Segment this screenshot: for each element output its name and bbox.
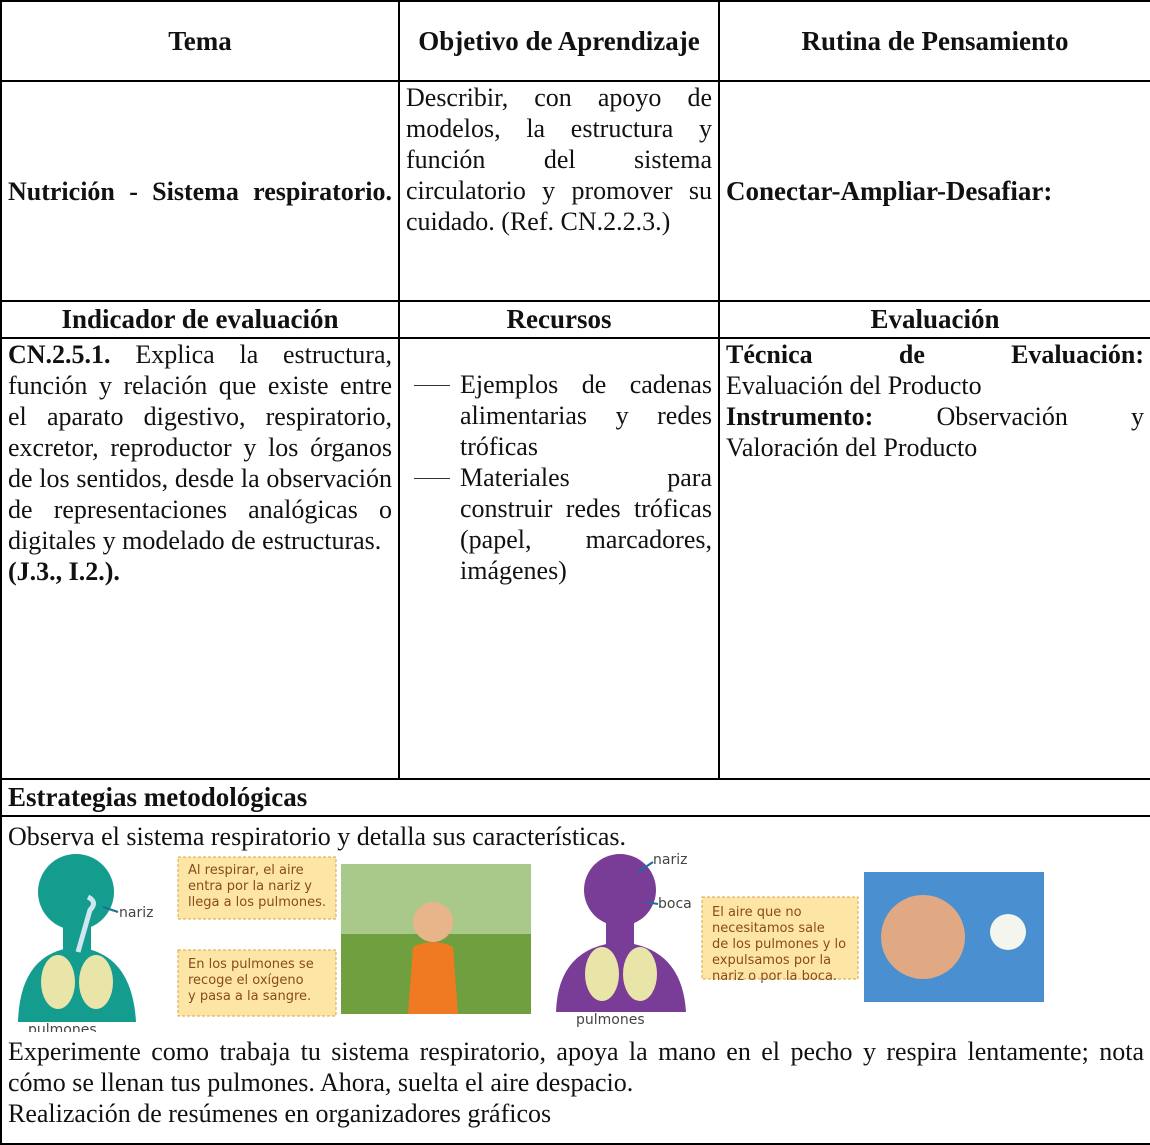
resource-text: Materiales para construir redes tróficas… (460, 463, 712, 585)
indicator-paragraph: CN.2.5.1. Explica la estructura, función… (8, 339, 392, 556)
resources: Ejemplos de cadenas alimentarias y redes… (398, 337, 720, 780)
photo-child (413, 902, 453, 942)
row: Nutrición - Sistema respiratorio. Descri… (0, 80, 1150, 302)
row: CN.2.5.1. Explica la estructura, función… (0, 337, 1150, 780)
routine-text: Conectar-Ampliar-Desafiar: (726, 175, 1053, 206)
figure-1: nariz pulmones Al respirar, el aire entra… (18, 854, 531, 1032)
caption-line: recoge el oxígeno (188, 973, 304, 988)
label: nariz (119, 905, 153, 921)
resource-item: Ejemplos de cadenas alimentarias y redes… (414, 369, 712, 462)
strategies: Observa el sistema respiratorio y detall… (0, 815, 1150, 1145)
pointer (645, 901, 659, 905)
pointer (637, 861, 654, 873)
label: pulmones (576, 1012, 645, 1028)
head (584, 854, 656, 926)
indicator: CN.2.5.1. Explica la estructura, función… (0, 337, 400, 780)
caption-line: y pasa a la sangre. (188, 989, 311, 1004)
photo-child (881, 895, 965, 979)
caption-line: entra por la nariz y (188, 879, 312, 894)
indicator-text: Explica la estructura, función y relació… (8, 340, 392, 555)
intro: Observa el sistema respiratorio y detall… (8, 822, 626, 851)
photo-dandelion (990, 914, 1026, 950)
pointer (102, 906, 119, 913)
bullet (414, 385, 450, 386)
header-cell: Evaluación (718, 300, 1150, 339)
figures: nariz pulmones Al respirar, el aire entra… (18, 852, 1044, 1032)
caption-line: El aire que no (712, 905, 802, 920)
header-cell: Indicador de evaluación (0, 300, 400, 339)
photo-shirt (408, 942, 458, 1014)
header-cell: Tema (0, 0, 400, 82)
caption-line: Al respirar, el aire (188, 863, 304, 878)
lung (41, 955, 75, 1009)
paragraph: Realización de resúmenes en organizadore… (8, 1099, 552, 1128)
label: boca (658, 896, 692, 912)
evaluation: Técnica de Evaluación: Evaluación del Pr… (718, 337, 1150, 780)
technique: Evaluación del Producto (726, 371, 982, 400)
label: Instrumento: (726, 402, 874, 431)
objective: Describir, con apoyo de modelos, la estr… (398, 80, 720, 302)
resource-item: Materiales para construir redes tróficas… (414, 462, 712, 586)
header-row: Tema Objetivo de Aprendizaje Rutina de P… (0, 0, 1150, 82)
caption-line: llega a los pulmones. (188, 895, 326, 910)
caption-box (177, 949, 337, 1017)
caption-line: necesitamos sale (712, 921, 825, 936)
caption: Al respirar, el aire entra por la nariz y… (188, 863, 326, 910)
caption-box (177, 856, 337, 920)
row: Estrategias metodológicas (0, 778, 1150, 817)
caption: En los pulmones se recoge el oxígeno y pas… (188, 957, 314, 1004)
lung (623, 947, 657, 1001)
strategies-title: Estrategias metodológicas (0, 778, 1150, 817)
resource-text: Ejemplos de cadenas alimentarias y redes… (460, 370, 712, 461)
airway (75, 894, 96, 953)
header-cell: Objetivo de Aprendizaje (398, 0, 720, 82)
instrument-text: Observación y Valoración del Producto (726, 402, 1144, 462)
indicator-ref: (J.3., I.2.). (8, 557, 120, 586)
caption-line: nariz o por la boca. (712, 969, 837, 984)
technique-label: Técnica de Evaluación: (726, 339, 1144, 370)
routine: Conectar-Ampliar-Desafiar: (718, 80, 1150, 302)
paragraph: Experimente como trabaja tu sistema resp… (8, 1037, 1144, 1097)
torso (18, 947, 136, 1022)
topic-text: Nutrición - Sistema respiratorio. (8, 176, 392, 206)
header-row: Indicador de evaluación Recursos Evaluac… (0, 300, 1150, 339)
neck (606, 918, 634, 946)
lung (79, 955, 113, 1009)
lung (585, 947, 619, 1001)
header-cell: Rutina de Pensamiento (718, 0, 1150, 82)
bullet (414, 478, 450, 479)
caption: El aire que no necesitamos sale de los pul… (712, 905, 846, 984)
label: Técnica de Evaluación: (726, 340, 1144, 369)
caption-line: de los pulmones y lo (712, 937, 846, 952)
head (38, 854, 114, 930)
caption-line: expulsamos por la (712, 953, 831, 968)
caption-box (701, 896, 859, 980)
caption-line: En los pulmones se (188, 957, 314, 972)
header-cell: Recursos (398, 300, 720, 339)
torso (556, 942, 686, 1012)
objective-text: Describir, con apoyo de modelos, la estr… (406, 83, 712, 236)
label: pulmones (28, 1022, 97, 1032)
row: Observa el sistema respiratorio y detall… (0, 815, 1150, 1145)
topic: Nutrición - Sistema respiratorio. (0, 80, 400, 302)
instrument: Instrumento: Observación y Valoración de… (726, 401, 1144, 463)
indicator-code: CN.2.5.1. (8, 340, 111, 369)
label: nariz (653, 852, 687, 868)
figure-2: nariz boca pulmones El aire que no necesi… (556, 852, 1044, 1028)
